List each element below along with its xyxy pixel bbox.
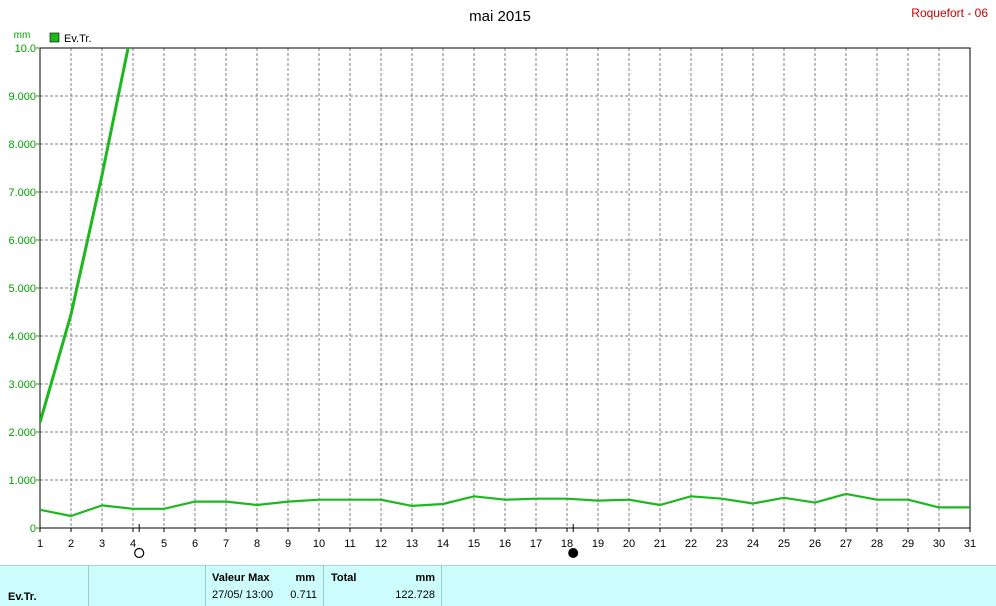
legend-swatch bbox=[50, 33, 59, 42]
x-tick-label: 12 bbox=[375, 538, 387, 550]
x-tick-label: 5 bbox=[161, 538, 167, 550]
y-tick-label: 3.000 bbox=[8, 379, 36, 391]
x-tick-label: 8 bbox=[254, 538, 260, 550]
y-tick-label: 2.000 bbox=[8, 427, 36, 439]
y-tick-label: 8.000 bbox=[8, 139, 36, 151]
total-title: Total bbox=[331, 572, 356, 584]
x-tick-label: 25 bbox=[778, 538, 790, 550]
x-tick-label: 30 bbox=[933, 538, 945, 550]
moon-markers bbox=[135, 524, 578, 558]
y-tick-label: 5.000 bbox=[8, 283, 36, 295]
summary-bar: Ev.Tr. Valeur Max mm 27/05/ 13:00 0.711 … bbox=[0, 565, 996, 606]
x-tick-label: 28 bbox=[871, 538, 883, 550]
x-tick-label: 9 bbox=[285, 538, 291, 550]
x-tick-label: 17 bbox=[530, 538, 542, 550]
summary-max-cell: Valeur Max mm 27/05/ 13:00 0.711 bbox=[206, 566, 324, 606]
x-tick-label: 31 bbox=[964, 538, 976, 550]
y-axis-unit: mm bbox=[14, 30, 31, 41]
series-cumulative-line bbox=[40, 24, 133, 422]
total-value: 122.728 bbox=[395, 589, 435, 601]
station-name: Roquefort - 06 bbox=[911, 6, 988, 20]
y-tick-label: 4.000 bbox=[8, 331, 36, 343]
x-tick-label: 15 bbox=[468, 538, 480, 550]
evapotranspiration-chart: mai 2015 Roquefort - 06 mm 0 1.000 2.000 3.… bbox=[0, 0, 996, 565]
x-tick-label: 21 bbox=[654, 538, 666, 550]
x-tick-label: 19 bbox=[592, 538, 604, 550]
max-value: 0.711 bbox=[290, 589, 317, 601]
legend-label: Ev.Tr. bbox=[64, 33, 92, 45]
x-tick-label: 4 bbox=[130, 538, 136, 550]
y-tick-label: 1.000 bbox=[8, 475, 36, 487]
y-tick-label: 6.000 bbox=[8, 235, 36, 247]
x-tick-label: 13 bbox=[406, 538, 418, 550]
grid bbox=[40, 48, 970, 528]
x-tick-label: 23 bbox=[716, 538, 728, 550]
x-tick-label: 24 bbox=[747, 538, 759, 550]
x-tick-label: 20 bbox=[623, 538, 635, 550]
y-axis: 0 1.000 2.000 3.000 4.000 5.000 6.000 7.000 8.00… bbox=[8, 43, 40, 535]
y-tick-label: 10.0 bbox=[15, 43, 36, 55]
max-unit: mm bbox=[295, 572, 315, 584]
summary-label-cell: Ev.Tr. bbox=[0, 566, 89, 606]
x-tick-label: 16 bbox=[499, 538, 511, 550]
chart-title: mai 2015 bbox=[469, 8, 531, 25]
x-tick-label: 27 bbox=[840, 538, 852, 550]
y-tick-label: 9.000 bbox=[8, 91, 36, 103]
x-tick-label: 7 bbox=[223, 538, 229, 550]
total-unit: mm bbox=[415, 572, 435, 584]
x-tick-label: 10 bbox=[313, 538, 325, 550]
x-tick-label: 18 bbox=[561, 538, 573, 550]
full-moon-icon bbox=[569, 549, 578, 558]
x-tick-label: 6 bbox=[192, 538, 198, 550]
y-tick-label: 7.000 bbox=[8, 187, 36, 199]
summary-total-cell: Total mm 122.728 bbox=[324, 566, 442, 606]
x-tick-label: 3 bbox=[99, 538, 105, 550]
x-tick-label: 14 bbox=[437, 538, 449, 550]
max-title: Valeur Max bbox=[212, 572, 269, 584]
x-tick-label: 2 bbox=[68, 538, 74, 550]
x-tick-label: 1 bbox=[37, 538, 43, 550]
max-date: 27/05/ 13:00 bbox=[212, 589, 273, 601]
summary-empty-cell bbox=[89, 566, 206, 606]
new-moon-icon bbox=[135, 549, 144, 558]
x-tick-label: 26 bbox=[809, 538, 821, 550]
y-tick-label: 0 bbox=[30, 523, 36, 535]
legend: Ev.Tr. bbox=[50, 33, 92, 45]
x-tick-label: 11 bbox=[344, 538, 355, 550]
x-tick-label: 22 bbox=[685, 538, 697, 550]
summary-series-label: Ev.Tr. bbox=[8, 591, 37, 603]
x-tick-label: 29 bbox=[902, 538, 914, 550]
